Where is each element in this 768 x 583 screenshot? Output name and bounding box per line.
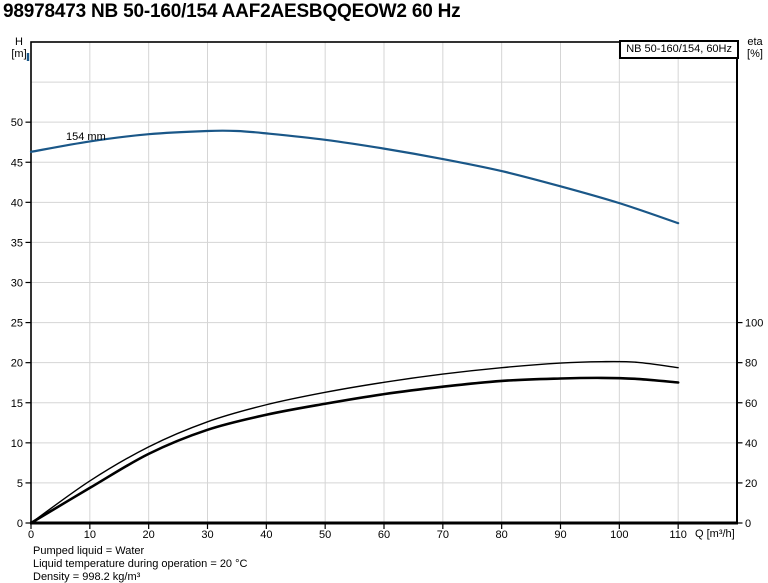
x-tick-label: 50 bbox=[319, 529, 331, 541]
footer-pumped-liquid: Pumped liquid = Water bbox=[33, 545, 145, 557]
eta-tick-label: 40 bbox=[745, 438, 757, 450]
h-tick-label: 10 bbox=[11, 438, 23, 450]
x-axis-unit-label: Q [m³/h] bbox=[695, 528, 735, 540]
x-tick-label: 20 bbox=[143, 529, 155, 541]
x-tick-label: 10 bbox=[84, 529, 96, 541]
x-tick-label: 60 bbox=[378, 529, 390, 541]
eta-tick-label: 60 bbox=[745, 398, 757, 410]
right-axis-symbol: eta bbox=[747, 36, 763, 48]
x-tick-label: 100 bbox=[610, 529, 628, 541]
eta-tick-label: 100 bbox=[745, 318, 763, 330]
operating-conditions-footer: Pumped liquid = Water Liquid temperature… bbox=[33, 545, 247, 583]
legend-box: NB 50-160/154, 60Hz bbox=[619, 40, 739, 59]
left-axis-unit: [m] bbox=[11, 48, 27, 60]
right-axis-header: eta [%] bbox=[741, 36, 768, 60]
h-tick-label: 45 bbox=[11, 157, 23, 169]
eta-tick-label: 80 bbox=[745, 358, 757, 370]
left-axis-symbol: H bbox=[15, 36, 23, 48]
h-tick-label: 25 bbox=[11, 318, 23, 330]
right-axis-unit: [%] bbox=[747, 48, 763, 60]
chart-title: 98978473 NB 50-160/154 AAF2AESBQQEOW2 60… bbox=[3, 1, 461, 22]
efficiency-curve-thick bbox=[29, 376, 680, 525]
eta-tick-label: 20 bbox=[745, 478, 757, 490]
efficiency-curve-thin bbox=[30, 360, 679, 524]
h-tick-label: 35 bbox=[11, 237, 23, 249]
eta-tick-label: 0 bbox=[745, 518, 751, 530]
x-tick-label: 110 bbox=[669, 529, 687, 541]
x-tick-label: 80 bbox=[496, 529, 508, 541]
footer-liquid-temperature: Liquid temperature during operation = 20… bbox=[33, 558, 248, 570]
h-tick-label: 40 bbox=[11, 197, 23, 209]
x-tick-label: 90 bbox=[554, 529, 566, 541]
footer-density: Density = 998.2 kg/m³ bbox=[33, 571, 141, 583]
x-tick-label: 0 bbox=[28, 529, 34, 541]
x-tick-label: 40 bbox=[260, 529, 272, 541]
impeller-diameter-label: 154 mm bbox=[66, 131, 106, 143]
h-tick-label: 30 bbox=[11, 278, 23, 290]
x-tick-label: 70 bbox=[437, 529, 449, 541]
head-curve bbox=[29, 129, 680, 225]
h-tick-label: 50 bbox=[11, 117, 23, 129]
x-tick-label: 30 bbox=[201, 529, 213, 541]
h-tick-label: 5 bbox=[17, 478, 23, 490]
h-tick-label: 0 bbox=[17, 518, 23, 530]
legend-label: NB 50-160/154, 60Hz bbox=[626, 43, 732, 55]
left-axis-header: H [m] bbox=[5, 36, 33, 60]
h-tick-label: 15 bbox=[11, 398, 23, 410]
h-tick-label: 20 bbox=[11, 358, 23, 370]
